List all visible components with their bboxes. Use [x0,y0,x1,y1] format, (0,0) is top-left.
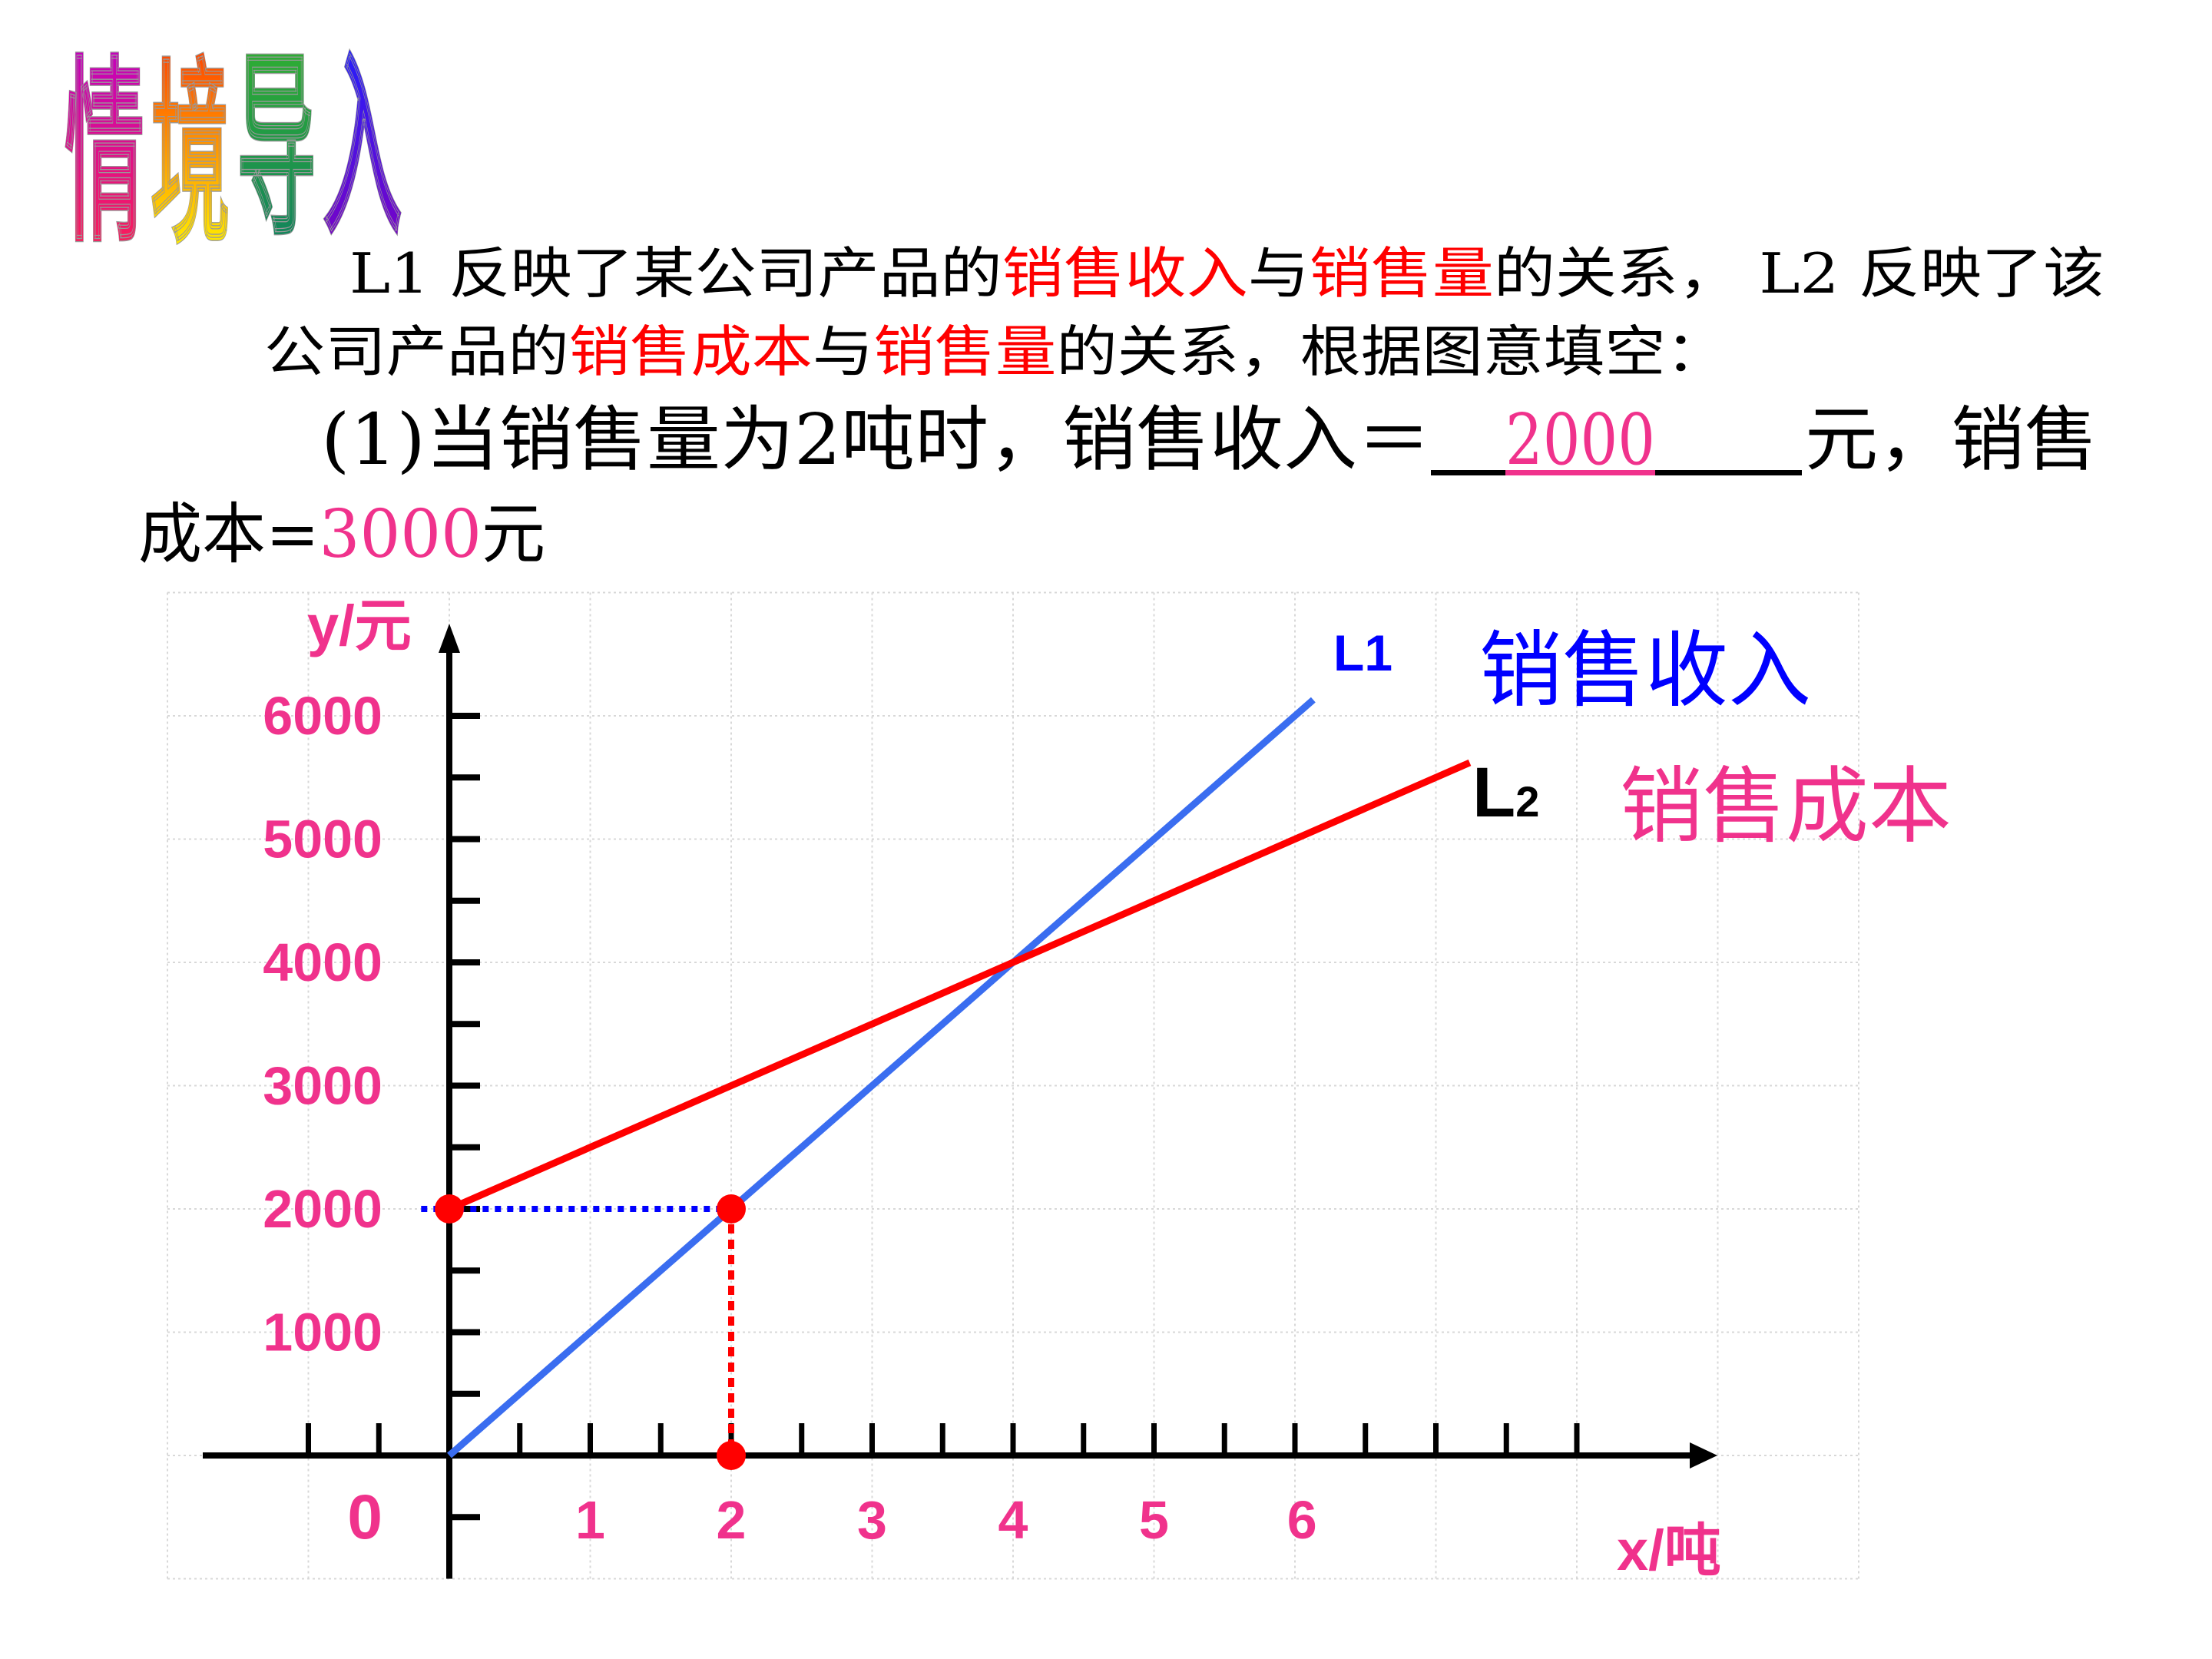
y-tick-label: 6000 [263,686,382,746]
guide-lines [421,1206,734,1455]
keyword-sales-revenue: 销售收入 [1002,241,1248,306]
y-tick-label: 2000 [263,1179,382,1239]
answer-underline [1505,470,1655,475]
highlight-point [717,1441,746,1470]
x-tick-label: 4 [998,1490,1028,1550]
series-line-2 [448,759,1472,1213]
subscript: 2 [1515,777,1539,826]
text: 的关系，根据图意填空： [1056,320,1727,384]
title-char-1: 情 [65,42,144,265]
text: 成本= [138,496,320,573]
series [447,697,1472,1459]
text: 公司产品的 [264,320,569,384]
series-label-l2: L2 [1472,753,1539,832]
problem-text: L1 反映了某公司产品的 销售收入与销售量 的关系， L2 反映了该 公司产品的 销售… [138,241,2104,573]
legend-sales-revenue: 销售收入 [1479,623,1811,719]
y-tick-label: 1000 [263,1303,382,1363]
y-axis-arrow [439,624,460,653]
y-tick-label: 5000 [263,810,382,869]
title-char-3: 导 [237,36,316,259]
text: L [1472,753,1515,832]
text: 元 [482,496,545,573]
x-tick-label: 2 [717,1490,747,1550]
origin-label: 0 [347,1482,382,1552]
series-label-l1: L1 [1333,624,1392,681]
keyword-sales-cost: 销售成本 [569,320,813,384]
y-tick-label: 4000 [263,932,382,992]
question-1-line-2: 成本=3000元 [138,496,545,573]
legend-sales-cost: 销售成本 [1620,759,1952,855]
answer-cost: 3000 [320,496,482,573]
x-tick-label: 6 [1287,1490,1317,1550]
x-axis-arrow [1690,1442,1717,1469]
legend: L1 销售收入 L2 销售成本 [1333,623,1952,855]
text: 的关系， L2 反映了该 [1494,241,2104,306]
keyword-sales-volume: 销售量 [1310,241,1494,306]
problem-line-2: 公司产品的 销售成本与销售量 的关系，根据图意填空： [264,320,1727,384]
y-axis-label: y/元 [307,594,412,657]
text: 与 [1248,241,1310,306]
answer-revenue: 2000 [1505,399,1655,481]
axis-labels: y/元 x/吨 0 1000 2000 3000 4000 5000 6000 1 2 3 4 5 6 [263,594,1720,1582]
y-tick-label: 3000 [263,1056,382,1116]
keyword-sales-volume: 销售量 [873,320,1056,384]
axis-ticks [306,713,1580,1521]
problem-line-1: L1 反映了某公司产品的 销售收入与销售量 的关系， L2 反映了该 [349,241,2104,306]
highlight-point [435,1194,464,1224]
x-tick-label: 1 [575,1490,605,1550]
highlight-point [717,1194,746,1224]
text: L1 反映了某公司产品的 [349,241,1002,306]
question-1-text: (1)当销售量为2吨时，销售收入＝ [321,399,1431,481]
x-tick-label: 5 [1139,1490,1169,1550]
highlight-points [435,1194,746,1470]
x-axis-label: x/吨 [1617,1518,1721,1582]
question-1-tail: 元，销售 [1805,399,2098,481]
title-char-2: 境 [151,44,230,267]
title-char-4: 入 [323,36,402,259]
x-tick-label: 3 [857,1490,887,1550]
wordart-title: 情 境 导 入 [65,36,403,267]
text: 与 [813,320,873,384]
chart: y/元 x/吨 0 1000 2000 3000 4000 5000 6000 1 2 3 4 5 6… [167,591,1952,1582]
series-line-1 [447,697,1316,1459]
